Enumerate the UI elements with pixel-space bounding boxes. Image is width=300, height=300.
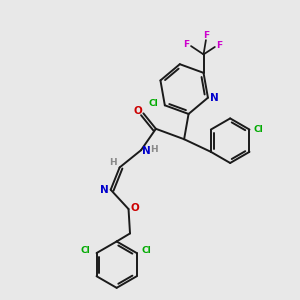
Text: N: N [210,93,219,103]
Text: O: O [134,106,142,116]
Text: F: F [184,40,190,49]
Text: O: O [130,202,139,213]
Text: Cl: Cl [149,99,158,108]
Text: Cl: Cl [141,246,151,255]
Text: F: F [203,31,209,40]
Text: Cl: Cl [80,246,90,255]
Text: N: N [142,146,151,156]
Text: H: H [109,158,117,167]
Text: N: N [100,185,109,195]
Text: Cl: Cl [254,125,263,134]
Text: F: F [216,41,222,50]
Text: H: H [151,145,158,154]
